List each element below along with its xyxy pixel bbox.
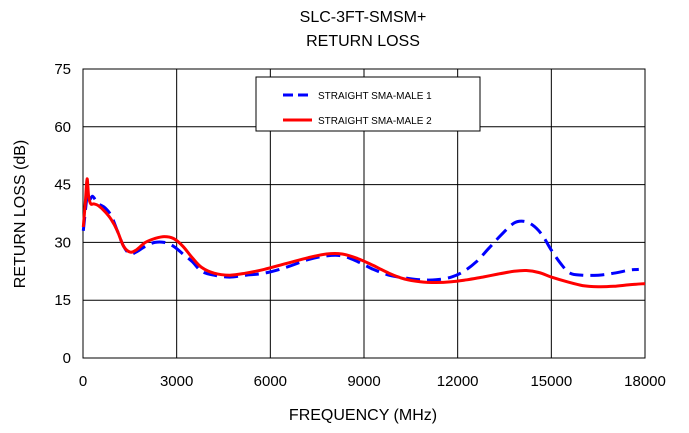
x-axis-label: FREQUENCY (MHz) xyxy=(289,407,437,424)
legend-label-series-1: STRAIGHT SMA-MALE 1 xyxy=(318,91,432,102)
x-tick-label: 9000 xyxy=(347,373,380,390)
x-tick-label: 0 xyxy=(79,373,87,390)
legend: STRAIGHT SMA-MALE 1 STRAIGHT SMA-MALE 2 xyxy=(256,77,480,131)
y-tick-label: 0 xyxy=(63,350,71,367)
x-tick-label: 12000 xyxy=(437,373,479,390)
chart-title-line-1: SLC-3FT-SMSM+ xyxy=(300,9,427,26)
chart-title-line-2: RETURN LOSS xyxy=(306,33,420,50)
y-tick-label: 60 xyxy=(54,119,71,136)
y-tick-label: 75 xyxy=(54,61,71,78)
y-axis-label: RETURN LOSS (dB) xyxy=(12,140,29,288)
y-tick-label: 15 xyxy=(54,292,71,309)
y-axis-ticks: 0 15 30 45 60 75 xyxy=(54,61,71,367)
y-tick-label: 45 xyxy=(54,177,71,194)
x-tick-label: 6000 xyxy=(254,373,287,390)
legend-label-series-2: STRAIGHT SMA-MALE 2 xyxy=(318,116,432,127)
x-tick-label: 18000 xyxy=(624,373,666,390)
y-tick-label: 30 xyxy=(54,234,71,251)
x-tick-label: 3000 xyxy=(160,373,193,390)
x-tick-label: 15000 xyxy=(530,373,572,390)
x-axis-ticks: 0 3000 6000 9000 12000 15000 18000 xyxy=(79,373,666,390)
